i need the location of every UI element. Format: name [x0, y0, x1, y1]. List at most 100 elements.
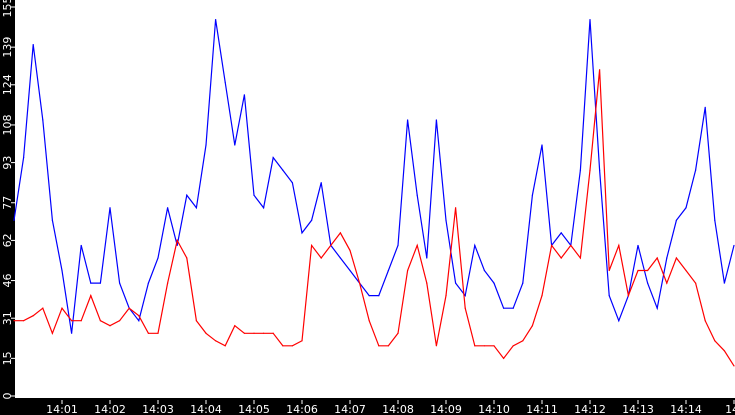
data-point-0 [61, 269, 63, 272]
data-point-1 [243, 332, 245, 334]
data-point-0 [32, 44, 34, 46]
data-point-0 [618, 320, 620, 322]
data-point-0 [224, 81, 226, 83]
data-point-0 [368, 295, 370, 297]
x-tick-label: 14:03 [142, 403, 174, 415]
data-point-1 [330, 244, 332, 247]
data-point-1 [167, 282, 169, 284]
data-point-1 [560, 257, 562, 259]
data-point-1 [503, 357, 505, 359]
data-point-0 [589, 18, 591, 21]
data-point-1 [320, 257, 322, 259]
data-point-1 [282, 345, 284, 347]
data-point-0 [455, 282, 457, 284]
data-point-0 [723, 282, 726, 284]
x-tick-label: 14:01 [46, 403, 78, 415]
y-tick-label: 0 [1, 393, 14, 400]
data-point-0 [512, 307, 514, 309]
y-tick-label: 93 [1, 156, 14, 170]
data-point-1 [656, 257, 658, 259]
x-tick-label: 14:02 [94, 403, 126, 415]
data-point-1 [99, 320, 101, 322]
x-tick-label: 14:06 [286, 403, 318, 415]
data-point-0 [320, 182, 322, 184]
data-point-0 [42, 119, 44, 121]
data-point-0 [637, 244, 639, 247]
data-point-0 [253, 194, 255, 196]
data-point-1 [195, 320, 197, 322]
x-tick-label: 14:04 [190, 403, 222, 415]
data-point-1 [339, 232, 341, 234]
data-point-0 [291, 182, 293, 184]
data-point-0 [599, 169, 601, 171]
data-point-1 [215, 340, 217, 342]
data-point-0 [99, 282, 101, 284]
x-tick-label: 14:13 [622, 403, 654, 415]
data-point-0 [493, 282, 495, 284]
series-line-0 [13, 19, 735, 334]
x-tick-label: 14:08 [382, 403, 414, 415]
data-point-1 [675, 257, 678, 259]
data-point-1 [61, 307, 63, 309]
data-point-0 [608, 295, 610, 297]
data-point-0 [483, 269, 485, 272]
data-point-0 [109, 207, 111, 209]
data-point-1 [42, 307, 44, 309]
data-point-1 [685, 269, 687, 272]
data-point-1 [368, 320, 370, 322]
data-point-1 [23, 320, 25, 322]
data-point-0 [704, 106, 706, 108]
data-point-1 [541, 295, 543, 297]
y-tick-label: 124 [1, 74, 14, 95]
data-point-1 [445, 295, 447, 297]
data-point-0 [51, 219, 54, 221]
data-point-0 [301, 232, 303, 234]
data-point-1 [407, 269, 409, 272]
data-point-0 [685, 207, 687, 209]
data-point-1 [599, 69, 601, 71]
data-point-1 [301, 340, 303, 342]
data-point-0 [647, 282, 649, 284]
data-point-1 [119, 320, 121, 322]
data-point-1 [234, 325, 236, 327]
y-tick-label: 46 [1, 274, 14, 288]
data-point-1 [253, 332, 255, 334]
data-point-1 [13, 320, 15, 322]
data-point-1 [455, 207, 457, 209]
data-point-1 [589, 169, 591, 171]
data-point-0 [435, 119, 437, 121]
data-point-1 [349, 249, 351, 252]
data-point-0 [157, 257, 159, 259]
data-point-1 [637, 269, 639, 272]
data-point-0 [531, 194, 534, 196]
data-point-0 [349, 269, 351, 272]
data-point-1 [311, 244, 313, 247]
data-point-0 [675, 219, 678, 221]
x-tick-label: 14:10 [478, 403, 510, 415]
data-point-1 [647, 269, 649, 272]
data-point-1 [291, 345, 293, 347]
data-point-1 [128, 307, 130, 309]
data-point-0 [71, 332, 73, 334]
data-point-1 [579, 257, 582, 259]
data-point-0 [147, 282, 149, 284]
data-point-1 [704, 320, 706, 322]
data-point-0 [282, 169, 284, 171]
data-point-0 [387, 269, 389, 272]
data-point-0 [407, 119, 409, 121]
data-point-1 [109, 325, 111, 327]
data-point-1 [387, 345, 389, 347]
x-tick-label: 14:07 [334, 403, 366, 415]
x-tick-label: 14:09 [430, 403, 462, 415]
data-point-0 [138, 320, 140, 322]
data-point-1 [157, 332, 159, 334]
data-point-0 [666, 257, 668, 259]
data-point-0 [560, 232, 562, 234]
data-point-1 [32, 315, 34, 317]
x-tick-label: 14:14 [670, 403, 702, 415]
data-point-0 [195, 207, 197, 209]
data-point-1 [51, 332, 54, 334]
data-point-1 [263, 332, 265, 334]
data-point-1 [483, 345, 485, 347]
